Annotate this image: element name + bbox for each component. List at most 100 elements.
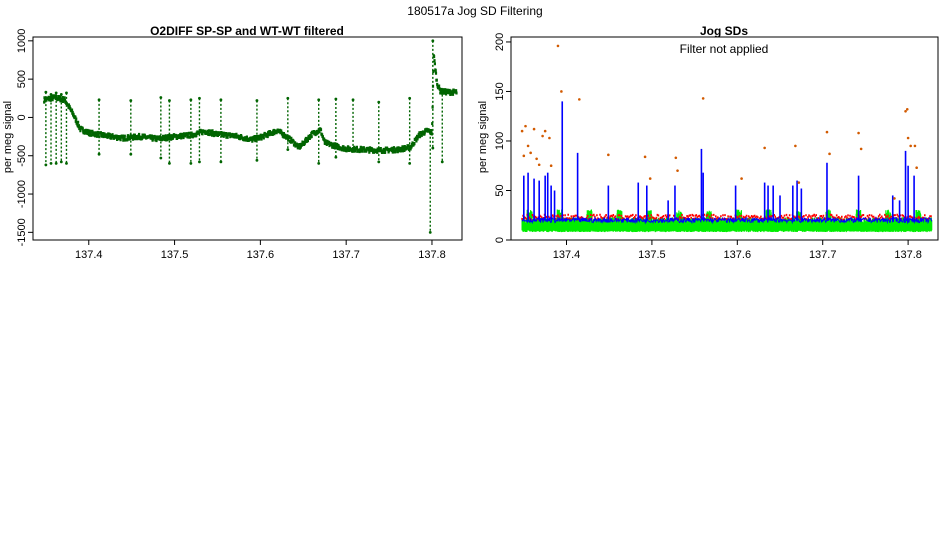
panel-o2diff: O2DIFF SP-SP and WT-WT filtered per meg … [2, 24, 463, 261]
y-tick-label: 0 [494, 237, 506, 243]
o2diff-spike-top [198, 96, 201, 100]
orange-point [537, 163, 541, 167]
o2diff-spike-bottom [255, 158, 259, 162]
y-tick-label: 50 [494, 184, 506, 196]
orange-point [556, 44, 560, 48]
orange-point [607, 153, 610, 157]
chart-title-right: Jog SDs [700, 24, 748, 38]
o2diff-spike-bottom [97, 152, 101, 156]
o2diff-spike-top [129, 99, 133, 102]
o2diff-spike-top [49, 93, 53, 96]
o2diff-spike-top [317, 98, 321, 102]
o2diff-spike-bottom [59, 160, 63, 164]
plot-box-right [510, 36, 939, 241]
orange-point [676, 169, 679, 172]
orange-point [549, 164, 553, 168]
o2diff-spike-bottom [49, 161, 53, 165]
y-tick-label: 150 [494, 82, 506, 100]
orange-point [797, 181, 801, 184]
o2diff-spike-top [428, 131, 432, 135]
orange-point [543, 129, 547, 133]
o2diff-spike-top [97, 98, 101, 102]
orange-point [529, 151, 532, 155]
panel-jog-sds: Jog SDs Filter not applied per meg signa… [477, 24, 939, 261]
o2diff-spike-bottom [198, 160, 201, 164]
orange-point [560, 90, 563, 93]
x-tick-label: 137.8 [418, 249, 446, 261]
orange-point [701, 97, 705, 100]
o2diff-spike-top [351, 98, 355, 102]
o2diff-spike-bottom [431, 146, 435, 150]
o2diff-spike-bottom [377, 160, 381, 164]
y-tick-label: 1000 [16, 29, 28, 53]
o2diff-spike-bottom [428, 230, 432, 234]
y-tick-label: -1000 [16, 180, 28, 208]
x-tick-label: 137.8 [894, 249, 922, 261]
orange-point [535, 157, 538, 161]
o2diff-spike-top [59, 93, 63, 96]
y-tick-label: -1500 [16, 218, 28, 246]
o2diff-spike-bottom [44, 163, 48, 167]
x-tick-label: 137.4 [553, 249, 581, 261]
o2diff-spike-bottom [351, 148, 355, 152]
o2diff-points [43, 54, 458, 154]
orange-point [532, 127, 536, 131]
orange-point [740, 177, 743, 180]
annotation-filter: Filter not applied [680, 42, 769, 56]
axes-left: 137.4 137.5 137.6 137.7 137.8 -1500 -1000 -500 0… [16, 29, 446, 261]
orange-point [526, 144, 530, 148]
o2diff-spike-top [219, 98, 223, 102]
orange-point [524, 124, 527, 128]
o2diff-spike-top [334, 97, 338, 101]
orange-point [548, 136, 551, 140]
x-tick-label: 137.4 [75, 249, 103, 261]
o2diff-spike-top [65, 91, 68, 95]
orange-point [674, 156, 678, 160]
o2diff-spike-top [431, 39, 435, 43]
y-tick-label: 100 [494, 132, 506, 150]
y-axis-label-right: per meg signal [477, 101, 489, 173]
o2diff-spike-top [377, 100, 381, 104]
chart-title-left: O2DIFF SP-SP and WT-WT filtered [150, 24, 344, 38]
orange-point [906, 136, 910, 140]
x-tick-label: 137.5 [638, 249, 666, 261]
orange-point [857, 131, 860, 135]
orange-point [825, 130, 829, 134]
o2diff-spike-top [54, 91, 58, 95]
orange-point [909, 144, 912, 148]
o2diff-spike-top [286, 96, 290, 100]
x-tick-label: 137.5 [161, 249, 189, 261]
orange-point [915, 166, 918, 170]
plot-box-left [32, 36, 463, 241]
orange-point [520, 129, 524, 133]
o2diff-spike-bottom [334, 155, 338, 159]
orange-point [794, 144, 797, 148]
orange-point [905, 107, 909, 111]
orange-point [904, 109, 907, 113]
orange-point [578, 98, 581, 101]
axes-right: 137.4 137.5 137.6 137.7 137.8 0 50 100 150 200 [494, 33, 922, 261]
o2diff-spike-bottom [286, 148, 290, 152]
o2diff-spike-bottom [159, 156, 163, 160]
green-series [521, 209, 933, 233]
blue-series-line [521, 215, 933, 225]
x-tick-label: 137.7 [809, 249, 837, 261]
o2diff-spike-top [189, 98, 193, 102]
o2diff-spike-top [168, 99, 171, 102]
data-layer-right [520, 44, 933, 233]
o2diff-spike-bottom [65, 161, 68, 165]
o2diff-spike-top [440, 89, 444, 93]
o2diff-spike-top [408, 96, 412, 100]
x-tick-label: 137.6 [724, 249, 752, 261]
y-tick-label: -500 [16, 145, 28, 167]
y-axis-label-left: per meg signal [2, 101, 14, 173]
o2diff-spike-top [159, 96, 163, 99]
y-tick-label: 500 [16, 70, 28, 88]
o2diff-spike-bottom [440, 160, 444, 164]
y-tick-label: 200 [494, 33, 506, 51]
o2diff-spike-bottom [189, 161, 193, 165]
orange-point [828, 152, 831, 156]
o2diff-spike-bottom [219, 160, 223, 164]
